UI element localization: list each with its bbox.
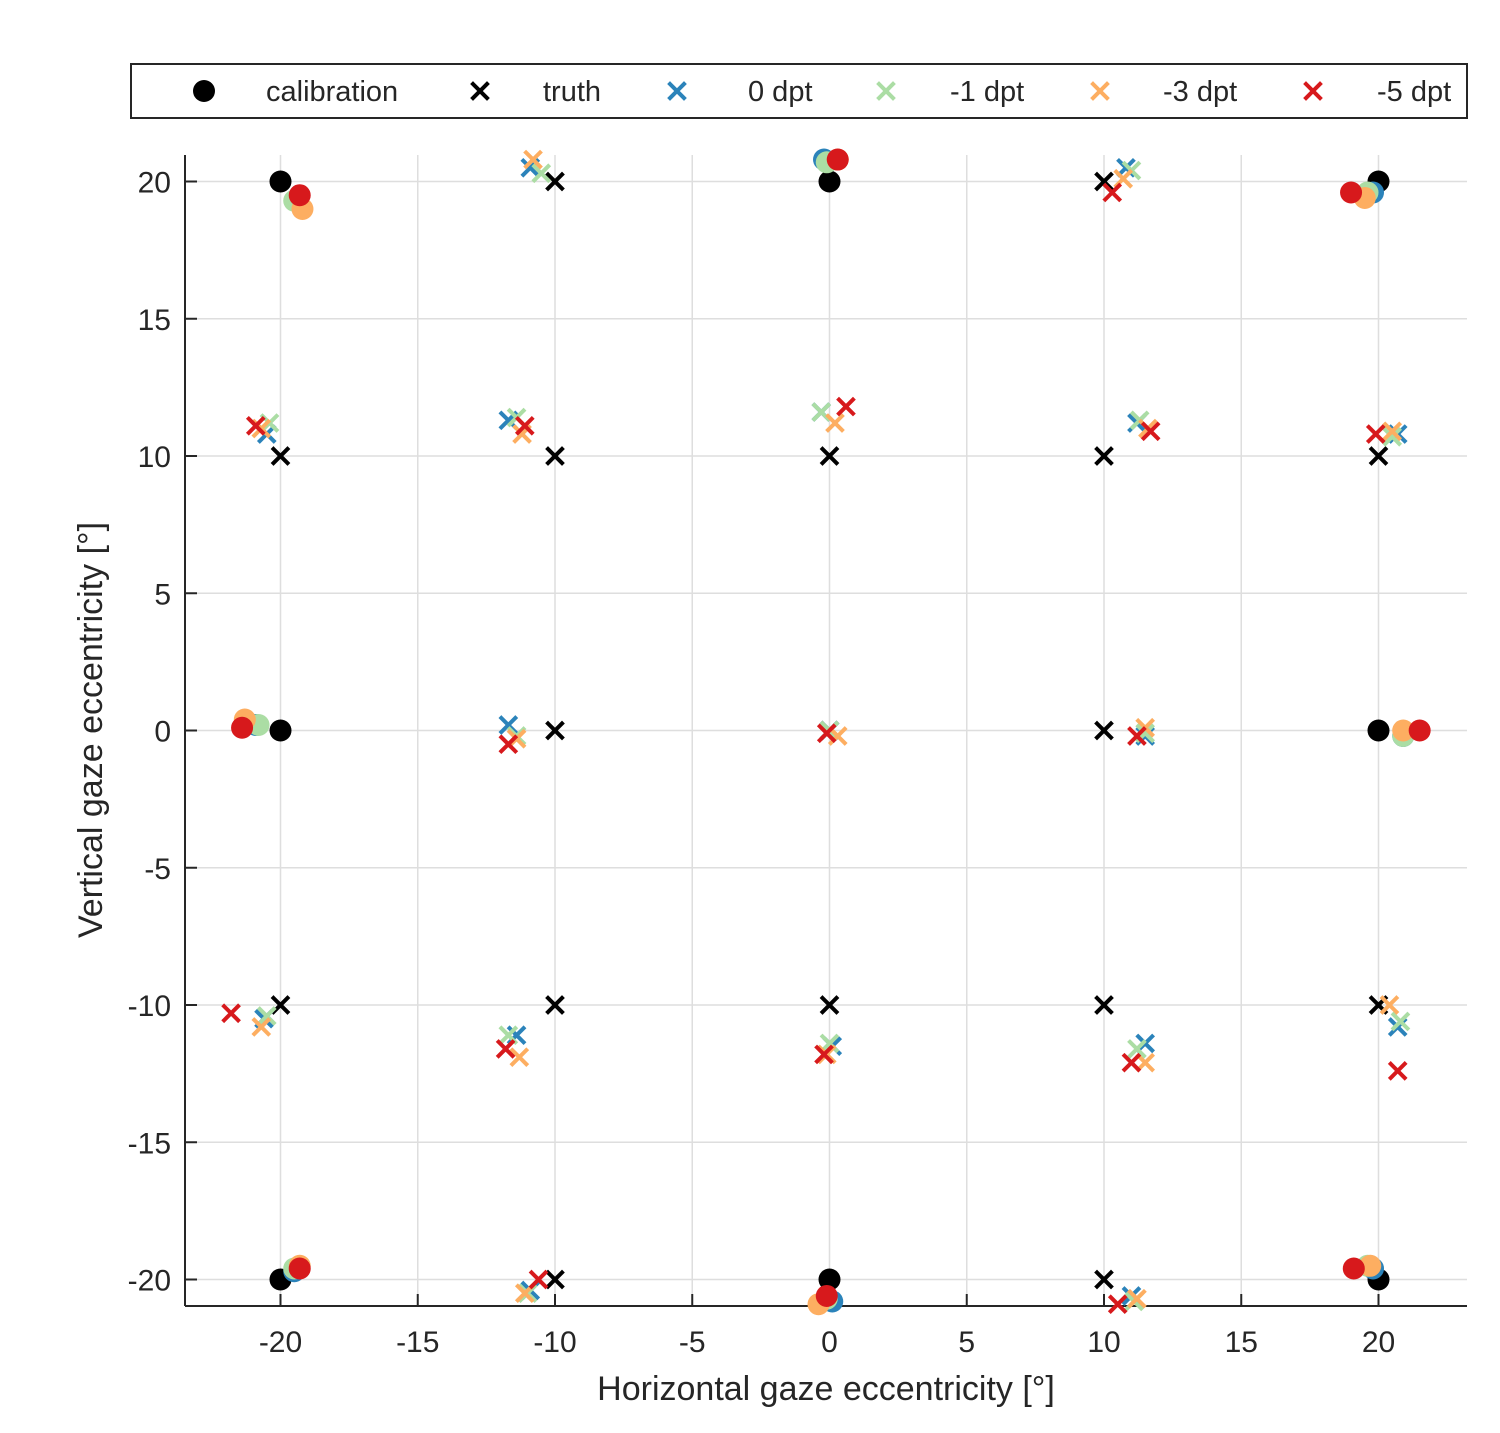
legend-marker-5-dpt (1303, 81, 1323, 101)
cross-5-dpt (1127, 726, 1147, 746)
point-5-dpt-calibration (288, 184, 311, 207)
cross-1-dpt (1127, 1039, 1147, 1059)
legend-label-3-dpt: -3 dpt (1163, 76, 1237, 108)
cross-3-dpt (251, 1017, 272, 1037)
point-3-dpt-calibration (1392, 719, 1415, 742)
point-calibration (818, 170, 841, 193)
y-tick-label: 10 (138, 441, 171, 474)
cross-truth (545, 1269, 565, 1290)
cross-5-dpt (245, 415, 266, 436)
cross-3-dpt (509, 1047, 530, 1067)
cross-5-dpt (1102, 182, 1123, 203)
cross-5-dpt (1107, 1294, 1128, 1315)
y-tick-label: -5 (144, 853, 171, 886)
cross-3-dpt (514, 1283, 535, 1304)
y-tick-label: -10 (128, 990, 171, 1023)
x-tick-labels: -20 -15 -10 -5 0 5 10 15 20 (259, 1326, 1395, 1359)
x-tick-label: 20 (1362, 1326, 1395, 1359)
cross-truth (1094, 446, 1114, 466)
point-5-dpt-calibration (1340, 181, 1363, 204)
cross-1-dpt (256, 1006, 277, 1026)
legend-label-0-dpt: 0 dpt (748, 76, 813, 108)
cross-5-dpt (1140, 421, 1161, 442)
y-axis-label: Vertical gaze eccentricity [°] (72, 522, 110, 938)
cross-3-dpt (1135, 1052, 1156, 1073)
cross-1-dpt (1390, 1011, 1411, 1032)
point-calibration (1367, 719, 1390, 742)
cross-5-dpt (816, 723, 837, 744)
x-tick-label: 0 (821, 1326, 838, 1359)
cross-5-dpt (528, 1269, 549, 1290)
cross-5-dpt (836, 396, 856, 417)
cross-3-dpt (1379, 995, 1400, 1015)
cross-1-dpt (531, 163, 552, 184)
y-tick-label: 20 (138, 167, 171, 200)
cross-truth (545, 720, 565, 741)
legend-marker-calibration (193, 80, 215, 102)
y-tick-label: -15 (128, 1127, 171, 1160)
legend-label-1-dpt: -1 dpt (950, 76, 1024, 108)
cross-5-dpt (1387, 1061, 1408, 1081)
legend-label-truth: truth (543, 76, 601, 108)
legend: calibration truth 0 dpt -1 dpt -3 dpt -5 dpt (130, 63, 1468, 119)
legend-marker-0-dpt (667, 81, 687, 101)
legend-marker-truth (470, 81, 490, 101)
x-tick-label: 10 (1087, 1326, 1120, 1359)
point-5-dpt-calibration (826, 148, 849, 171)
y-tick-label: 0 (154, 716, 171, 749)
cross-3-dpt (523, 149, 543, 170)
legend-label-5-dpt: -5 dpt (1377, 76, 1451, 108)
point-calibration (818, 1268, 841, 1291)
cross-truth (1094, 1269, 1114, 1290)
cross-5-dpt (498, 734, 519, 755)
cross-5-dpt (514, 415, 535, 436)
y-tick-label: -20 (128, 1265, 171, 1298)
cross-truth (819, 446, 840, 466)
y-tick-label: 5 (154, 578, 171, 611)
x-tick-label: -15 (396, 1326, 439, 1359)
cross-3-dpt (1127, 1288, 1147, 1309)
cross-truth (1094, 995, 1114, 1015)
point-5-dpt-calibration (815, 1284, 838, 1307)
y-tick-labels: -20 -15 -10 -5 0 5 10 15 20 (128, 167, 171, 1298)
x-tick-label: -20 (259, 1326, 302, 1359)
cross-truth (1368, 446, 1389, 466)
cross-truth (545, 995, 565, 1015)
x-tick-label: -10 (533, 1326, 576, 1359)
legend-marker-1-dpt (876, 81, 896, 101)
data-marks (221, 148, 1431, 1316)
cross-5-dpt (221, 1003, 241, 1024)
y-tick-label: 15 (138, 304, 171, 337)
point-5-dpt-calibration (1342, 1257, 1365, 1280)
legend-marker-3-dpt (1090, 81, 1110, 101)
legend-box (130, 63, 1468, 119)
cross-3-dpt (1382, 421, 1403, 442)
legend-label-calibration: calibration (266, 76, 398, 108)
x-tick-label: 15 (1225, 1326, 1258, 1359)
point-5-dpt-calibration (231, 716, 254, 739)
cross-truth (819, 995, 840, 1015)
cross-truth (545, 171, 565, 192)
cross-5-dpt (1365, 424, 1386, 444)
cross-1-dpt (1382, 426, 1403, 447)
cross-3-dpt (825, 413, 845, 433)
cross-5-dpt (1121, 1052, 1142, 1073)
cross-truth (1094, 720, 1114, 741)
cross-truth (270, 446, 291, 466)
x-tick-label: 5 (958, 1326, 975, 1359)
x-tick-label: -5 (679, 1326, 706, 1359)
x-axis-label: Horizontal gaze eccentricity [°] (597, 1370, 1055, 1408)
cross-5-dpt (495, 1039, 516, 1059)
point-5-dpt-calibration (1408, 719, 1431, 742)
cross-5-dpt (814, 1044, 834, 1065)
point-3-dpt-calibration (1359, 1254, 1382, 1277)
point-calibration (269, 719, 292, 742)
cross-truth (545, 446, 565, 466)
point-5-dpt-calibration (288, 1257, 311, 1280)
point-calibration (269, 170, 292, 193)
